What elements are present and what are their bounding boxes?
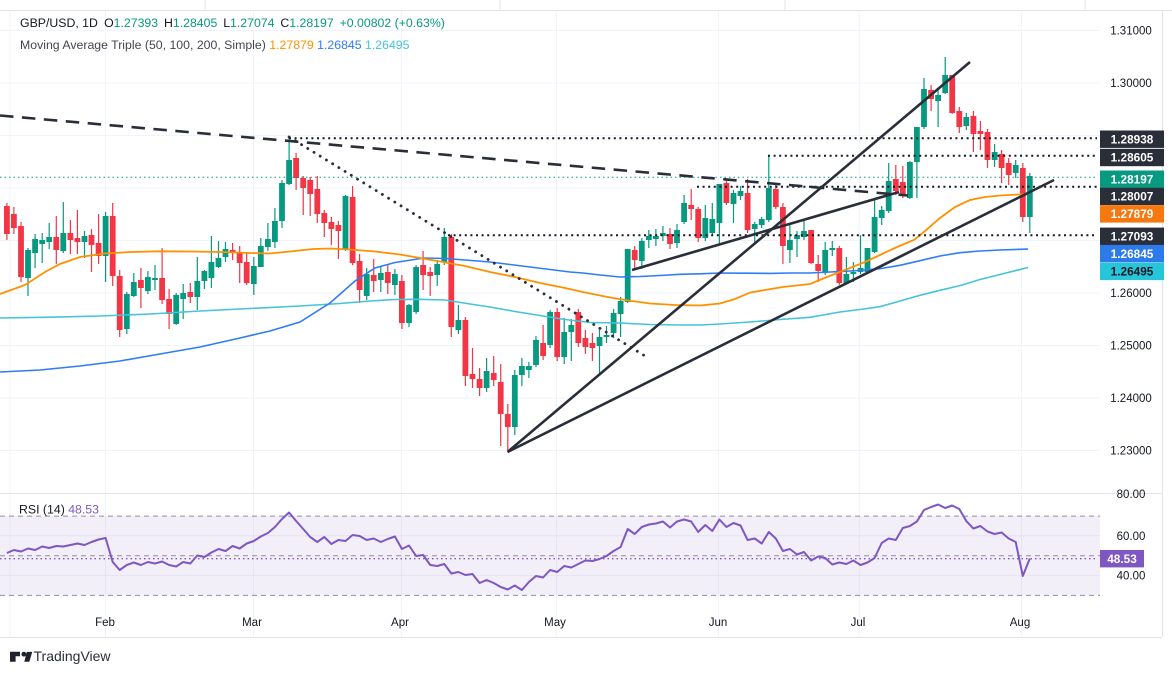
svg-text:1.26845: 1.26845 bbox=[1111, 247, 1154, 261]
svg-text:Aug: Aug bbox=[1010, 617, 1030, 629]
svg-text:GBP/USD, 1D O1.27393 H1.28405: GBP/USD, 1D O1.27393 H1.28405 L1.27074 C… bbox=[20, 16, 445, 30]
svg-text:Jul: Jul bbox=[851, 617, 866, 629]
svg-text:Apr: Apr bbox=[391, 617, 409, 629]
svg-text:May: May bbox=[544, 617, 566, 629]
svg-text:Jun: Jun bbox=[709, 617, 728, 629]
svg-text:60.00: 60.00 bbox=[1117, 531, 1146, 543]
svg-text:Mar: Mar bbox=[242, 617, 262, 629]
svg-text:Feb: Feb bbox=[95, 617, 115, 629]
svg-text:TradingView: TradingView bbox=[34, 648, 112, 664]
svg-text:1.23000: 1.23000 bbox=[1110, 446, 1152, 458]
svg-text:1.26495: 1.26495 bbox=[1111, 265, 1154, 279]
svg-text:1.28197: 1.28197 bbox=[1111, 172, 1154, 186]
svg-text:1.28938: 1.28938 bbox=[1111, 132, 1154, 146]
svg-text:48.53: 48.53 bbox=[1107, 552, 1137, 566]
svg-text:1.28605: 1.28605 bbox=[1111, 151, 1154, 165]
svg-text:1.28007: 1.28007 bbox=[1111, 190, 1154, 204]
svg-text:1.31000: 1.31000 bbox=[1110, 26, 1152, 38]
svg-text:1.24000: 1.24000 bbox=[1110, 393, 1152, 405]
svg-text:1.25000: 1.25000 bbox=[1110, 341, 1152, 353]
svg-text:1.27879: 1.27879 bbox=[1111, 207, 1154, 221]
svg-text:Moving Average Triple (50, 100: Moving Average Triple (50, 100, 200, Sim… bbox=[20, 38, 410, 52]
svg-text:1.26000: 1.26000 bbox=[1110, 288, 1152, 300]
svg-text:1.27093: 1.27093 bbox=[1111, 230, 1154, 244]
svg-text:RSI (14) 48.53: RSI (14) 48.53 bbox=[19, 503, 99, 517]
svg-text:80.00: 80.00 bbox=[1117, 489, 1146, 501]
svg-text:1.30000: 1.30000 bbox=[1110, 78, 1152, 90]
svg-text:40.00: 40.00 bbox=[1117, 570, 1146, 582]
